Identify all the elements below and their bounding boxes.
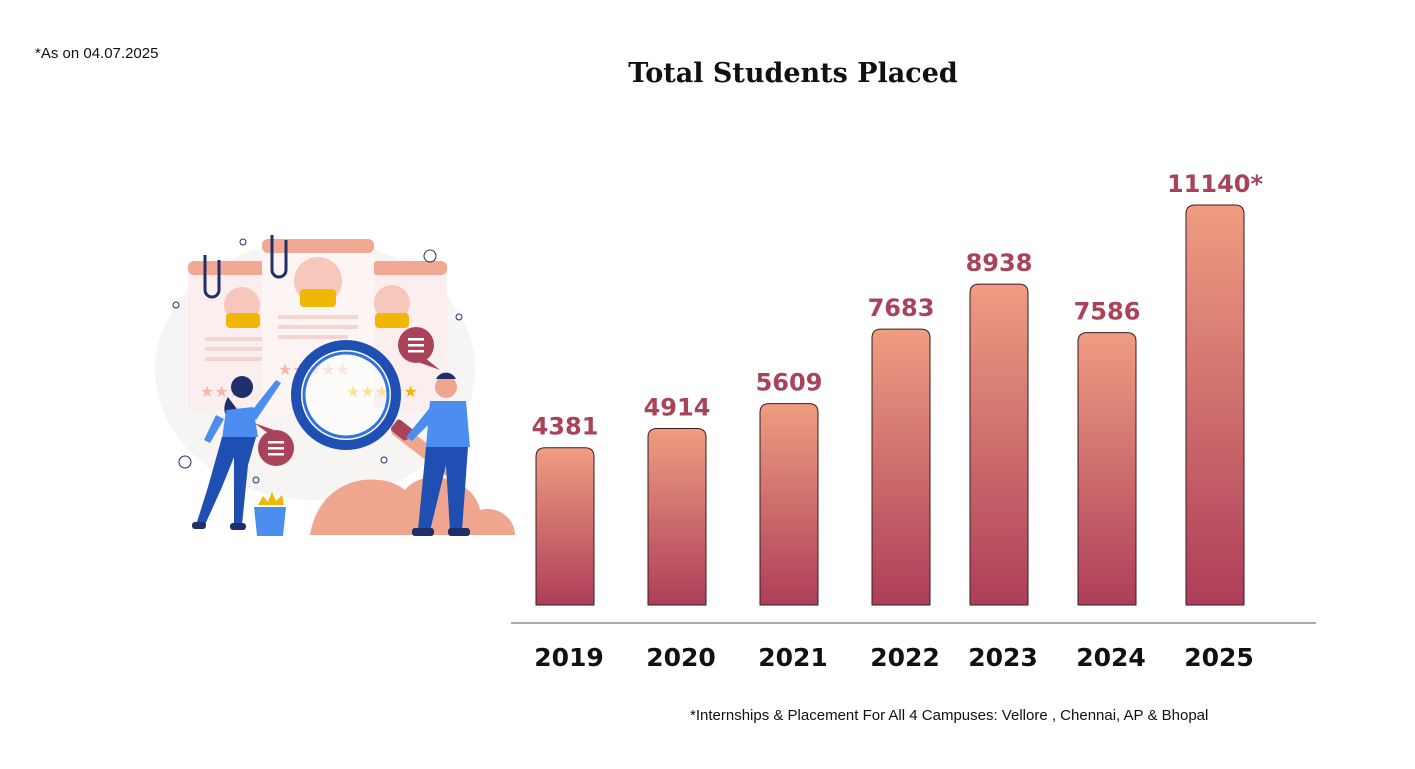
- bar-2021: [759, 403, 819, 606]
- person-icon: [192, 376, 281, 530]
- category-label-2020: 2020: [646, 643, 716, 672]
- chat-bubble-icon: [254, 423, 294, 466]
- value-label-2023: 8938: [966, 249, 1033, 277]
- category-label-2019: 2019: [534, 643, 604, 672]
- value-label-2021: 5609: [756, 369, 823, 397]
- value-label-2022: 7683: [868, 294, 935, 322]
- bar-2020: [647, 428, 707, 606]
- value-labels-group: 4381 4914 5609 7683 8938 7586 11140*: [532, 170, 1264, 441]
- recruitment-illustration: ★★★ ★★★★★ ★★★★★: [155, 235, 515, 536]
- category-labels-group: 2019 2020 2021 2022 2023 2024 2025: [534, 643, 1254, 672]
- bars-group: [535, 204, 1245, 606]
- bar-2019: [535, 447, 595, 606]
- bar-2024: [1077, 332, 1137, 606]
- paper-clip-icon: [270, 235, 288, 279]
- category-label-2025: 2025: [1184, 643, 1254, 672]
- value-label-2019: 4381: [532, 413, 599, 441]
- bar-2023: [969, 283, 1029, 606]
- bar-2022: [871, 328, 931, 606]
- category-label-2024: 2024: [1076, 643, 1146, 672]
- category-label-2023: 2023: [968, 643, 1038, 672]
- category-label-2022: 2022: [870, 643, 940, 672]
- paper-clip-icon: [203, 255, 221, 299]
- campus-footnote: *Internships & Placement For All 4 Campu…: [690, 707, 1209, 724]
- person-icon: [406, 372, 470, 536]
- value-label-2025: 11140*: [1167, 170, 1263, 198]
- resume-card-icon: [188, 261, 283, 411]
- as-on-date-note: *As on 04.07.2025: [35, 45, 159, 62]
- category-label-2021: 2021: [758, 643, 828, 672]
- chat-bubble-icon: [398, 327, 440, 370]
- chart-title: Total Students Placed: [628, 58, 958, 89]
- value-label-2020: 4914: [644, 394, 711, 422]
- bar-2025: [1185, 204, 1245, 606]
- bucket-icon: [254, 492, 286, 536]
- value-label-2024: 7586: [1074, 298, 1141, 326]
